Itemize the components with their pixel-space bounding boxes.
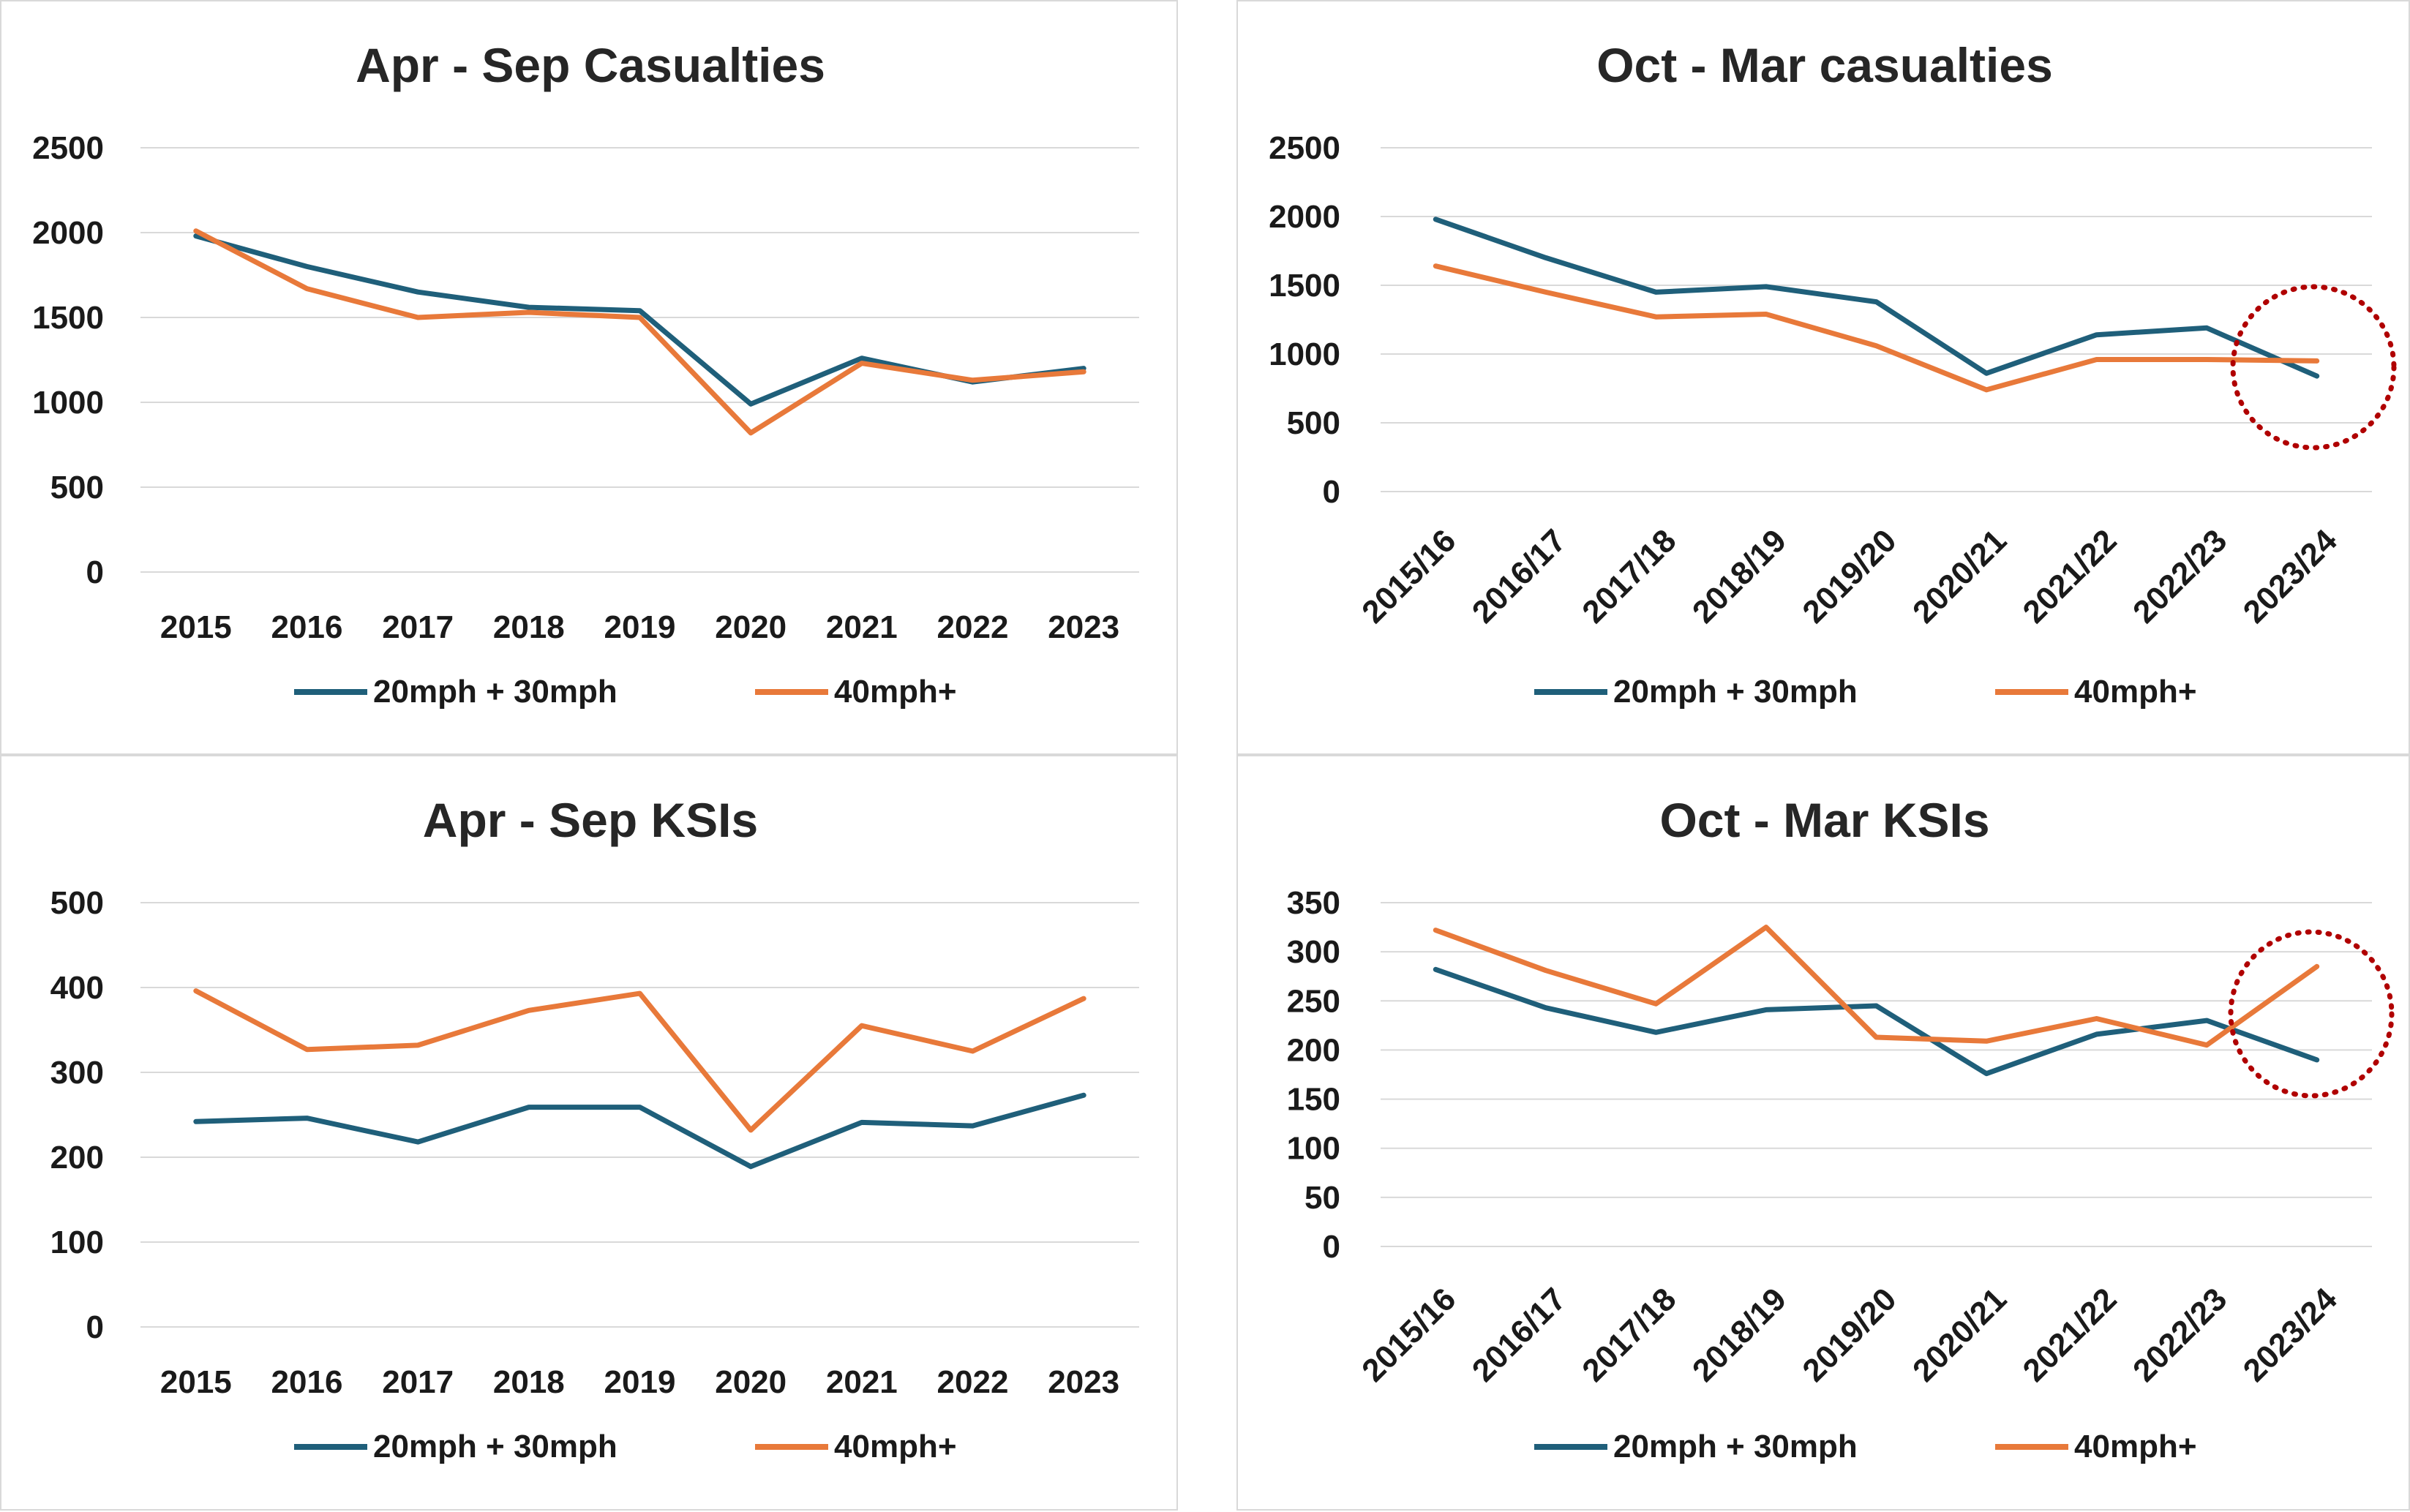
series-line-1 [1433, 217, 2320, 379]
y-tick-label: 500 [1287, 405, 1340, 441]
x-tick-label: 2021 [826, 1364, 898, 1400]
series-line-2 [1433, 263, 2320, 393]
highlight-circle [2230, 284, 2397, 451]
chart-svg: Apr - Sep Casualties 0 500 1000 1500 2000 250… [32, 38, 1139, 710]
chart-panel-apr-sep-casualties: Apr - Sep Casualties 0 500 1000 1500 2000 250… [0, 0, 1178, 755]
y-tick-label: 300 [1287, 934, 1340, 970]
series-line-2 [1433, 925, 2320, 1048]
x-tick-label: 2017/18 [1575, 522, 1683, 630]
y-tick-label: 1500 [32, 300, 104, 336]
legend-label-1: 20mph + 30mph [1613, 674, 1858, 710]
y-tick-label: 2000 [32, 215, 104, 251]
chart-panel-oct-mar-casualties: Oct - Mar casualties 0 500 1000 1500 2000 250… [1236, 0, 2410, 755]
y-tick-label: 100 [50, 1225, 104, 1260]
x-tick-label: 2018 [493, 609, 565, 645]
legend-label-2: 40mph+ [2074, 674, 2197, 710]
x-tick-label: 2017 [382, 609, 454, 645]
x-tick-label: 2016 [271, 1364, 343, 1400]
y-tick-label: 500 [50, 470, 104, 505]
x-tick-label: 2023 [1048, 1364, 1119, 1400]
x-tick-label: 2022 [937, 1364, 1009, 1400]
y-tick-label: 2500 [1269, 130, 1340, 166]
y-tick-label: 1500 [1269, 268, 1340, 304]
x-tick-label: 2017 [382, 1364, 454, 1400]
legend-label-2: 40mph+ [2074, 1429, 2197, 1464]
x-tick-label: 2020/21 [1906, 1281, 2013, 1388]
x-tick-label: 2021/22 [2016, 1281, 2124, 1388]
x-tick-label: 2015 [160, 1364, 232, 1400]
y-tick-label: 0 [1323, 1229, 1340, 1265]
chart-svg: Oct - Mar casualties 0 500 1000 1500 2000 250… [1269, 38, 2397, 710]
chart-title: Apr - Sep Casualties [356, 38, 825, 92]
y-tick-label: 0 [86, 1309, 104, 1345]
y-tick-label: 0 [86, 554, 104, 590]
x-tick-label: 2015/16 [1355, 522, 1463, 630]
chart-title: Apr - Sep KSIs [423, 793, 758, 847]
x-tick-label: 2015/16 [1355, 1281, 1463, 1388]
x-tick-label: 2022 [937, 609, 1009, 645]
chart-svg: Oct - Mar KSIs 0 50 100 150 200 250 300 350 2015… [1287, 793, 2395, 1464]
y-tick-label: 400 [50, 970, 104, 1006]
chart-panel-oct-mar-ksis: Oct - Mar KSIs 0 50 100 150 200 250 300 350 2015… [1236, 755, 2410, 1511]
y-tick-label: 250 [1287, 983, 1340, 1019]
x-tick-label: 2022/23 [2126, 1281, 2234, 1388]
highlight-circle [2228, 929, 2395, 1099]
y-tick-label: 150 [1287, 1082, 1340, 1118]
legend-label-1: 20mph + 30mph [1613, 1429, 1858, 1464]
series-line-1 [1433, 966, 2320, 1077]
x-tick-label: 2019 [604, 609, 676, 645]
y-tick-label: 350 [1287, 885, 1340, 921]
y-tick-label: 500 [50, 885, 104, 921]
x-tick-label: 2018/19 [1686, 1281, 1793, 1388]
x-tick-label: 2022/23 [2126, 522, 2234, 630]
chart-svg: Apr - Sep KSIs 0 100 200 300 400 500 2015 2016 2… [50, 793, 1139, 1464]
x-tick-label: 2019/20 [1795, 1281, 1903, 1388]
legend-label-2: 40mph+ [834, 1429, 957, 1464]
y-tick-label: 50 [1305, 1180, 1340, 1216]
x-tick-label: 2019/20 [1795, 522, 1903, 630]
series-line-2 [193, 228, 1086, 436]
x-tick-label: 2015 [160, 609, 232, 645]
y-tick-label: 100 [1287, 1131, 1340, 1167]
x-tick-label: 2016/17 [1465, 1281, 1573, 1388]
legend-label-1: 20mph + 30mph [373, 1429, 617, 1464]
y-tick-label: 0 [1323, 474, 1340, 510]
series-line-2 [193, 988, 1086, 1133]
y-tick-label: 2500 [32, 130, 104, 166]
x-tick-label: 2018 [493, 1364, 565, 1400]
legend-label-1: 20mph + 30mph [373, 674, 617, 710]
x-tick-label: 2019 [604, 1364, 676, 1400]
x-tick-label: 2017/18 [1575, 1281, 1683, 1388]
y-tick-label: 1000 [32, 385, 104, 421]
y-tick-label: 200 [50, 1140, 104, 1176]
legend-label-2: 40mph+ [834, 674, 957, 710]
chart-title: Oct - Mar KSIs [1659, 793, 1989, 847]
x-tick-label: 2023 [1048, 609, 1119, 645]
y-tick-label: 1000 [1269, 336, 1340, 372]
x-tick-label: 2016/17 [1465, 522, 1573, 630]
y-tick-label: 300 [50, 1055, 104, 1091]
y-tick-label: 2000 [1269, 199, 1340, 235]
x-tick-label: 2018/19 [1686, 522, 1793, 630]
x-tick-label: 2020 [715, 1364, 787, 1400]
x-tick-label: 2020 [715, 609, 787, 645]
x-tick-label: 2016 [271, 609, 343, 645]
chart-panel-apr-sep-ksis: Apr - Sep KSIs 0 100 200 300 400 500 2015 2016 2… [0, 755, 1178, 1511]
x-tick-label: 2021 [826, 609, 898, 645]
x-tick-label: 2021/22 [2016, 522, 2124, 630]
series-line-1 [193, 1092, 1086, 1170]
x-tick-label: 2020/21 [1906, 522, 2013, 630]
y-tick-label: 200 [1287, 1032, 1340, 1068]
x-tick-label: 2023/24 [2237, 522, 2344, 630]
x-tick-label: 2023/24 [2237, 1281, 2344, 1388]
chart-title: Oct - Mar casualties [1596, 38, 2053, 92]
